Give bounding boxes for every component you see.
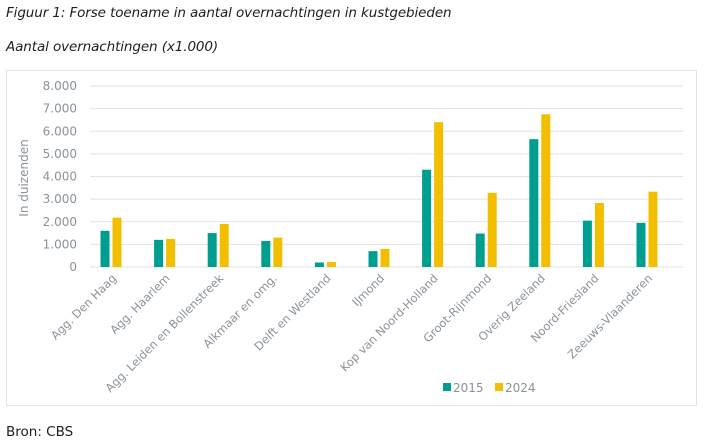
bar-2015 — [207, 233, 217, 267]
x-tick-label: IJmond — [349, 271, 387, 309]
bar-2024 — [594, 202, 604, 267]
y-tick-label: 4.000 — [43, 170, 77, 184]
bar-2015 — [100, 230, 110, 267]
figure-subtitle: Aantal overnachtingen (x1.000) — [6, 39, 219, 55]
bar-2024 — [487, 192, 497, 267]
bar-2024 — [112, 217, 122, 267]
x-tick-label: Agg. Den Haag — [48, 271, 119, 342]
y-tick-label: 0 — [69, 260, 77, 274]
bar-2015 — [422, 169, 432, 267]
y-axis-ticks: 0 1.000 2.000 3.000 4.000 5.000 6.000 7.000 8.00… — [43, 79, 77, 274]
y-tick-label: 5.000 — [43, 147, 77, 161]
bar-2015 — [368, 251, 378, 267]
bar-2024 — [326, 262, 336, 267]
bar-2015 — [314, 262, 324, 267]
y-tick-label: 6.000 — [43, 124, 77, 138]
bar-2024 — [434, 122, 444, 267]
chart-frame — [6, 70, 697, 406]
legend: 2015 2024 — [443, 381, 536, 395]
figure-title: Figuur 1: Forse toename in aantal overna… — [6, 5, 452, 21]
bar-2024 — [380, 248, 390, 267]
bars — [100, 114, 658, 267]
bar-2024 — [541, 114, 551, 267]
bar-2024 — [166, 238, 176, 267]
x-tick-label: Kop van Noord-Holland — [337, 271, 440, 374]
bar-2015 — [636, 222, 646, 267]
legend-swatch-2024 — [495, 383, 503, 391]
bar-2015 — [154, 239, 164, 267]
bar-2024 — [648, 191, 658, 267]
legend-label-2024: 2024 — [505, 381, 536, 395]
y-tick-label: 3.000 — [43, 192, 77, 206]
source-note: Bron: CBS — [6, 424, 74, 440]
y-tick-label: 7.000 — [43, 102, 77, 116]
y-tick-label: 8.000 — [43, 79, 77, 93]
legend-label-2015: 2015 — [453, 381, 484, 395]
y-axis-label: In duizenden — [17, 139, 31, 216]
bar-2024 — [219, 224, 229, 267]
bar-2015 — [475, 233, 485, 267]
bar-2015 — [582, 220, 592, 267]
legend-swatch-2015 — [443, 383, 451, 391]
y-tick-label: 1.000 — [43, 237, 77, 251]
bar-2015 — [261, 240, 271, 267]
bar-2015 — [529, 139, 539, 267]
y-tick-label: 2.000 — [43, 215, 77, 229]
gridlines — [90, 85, 683, 268]
bar-2024 — [273, 237, 283, 267]
